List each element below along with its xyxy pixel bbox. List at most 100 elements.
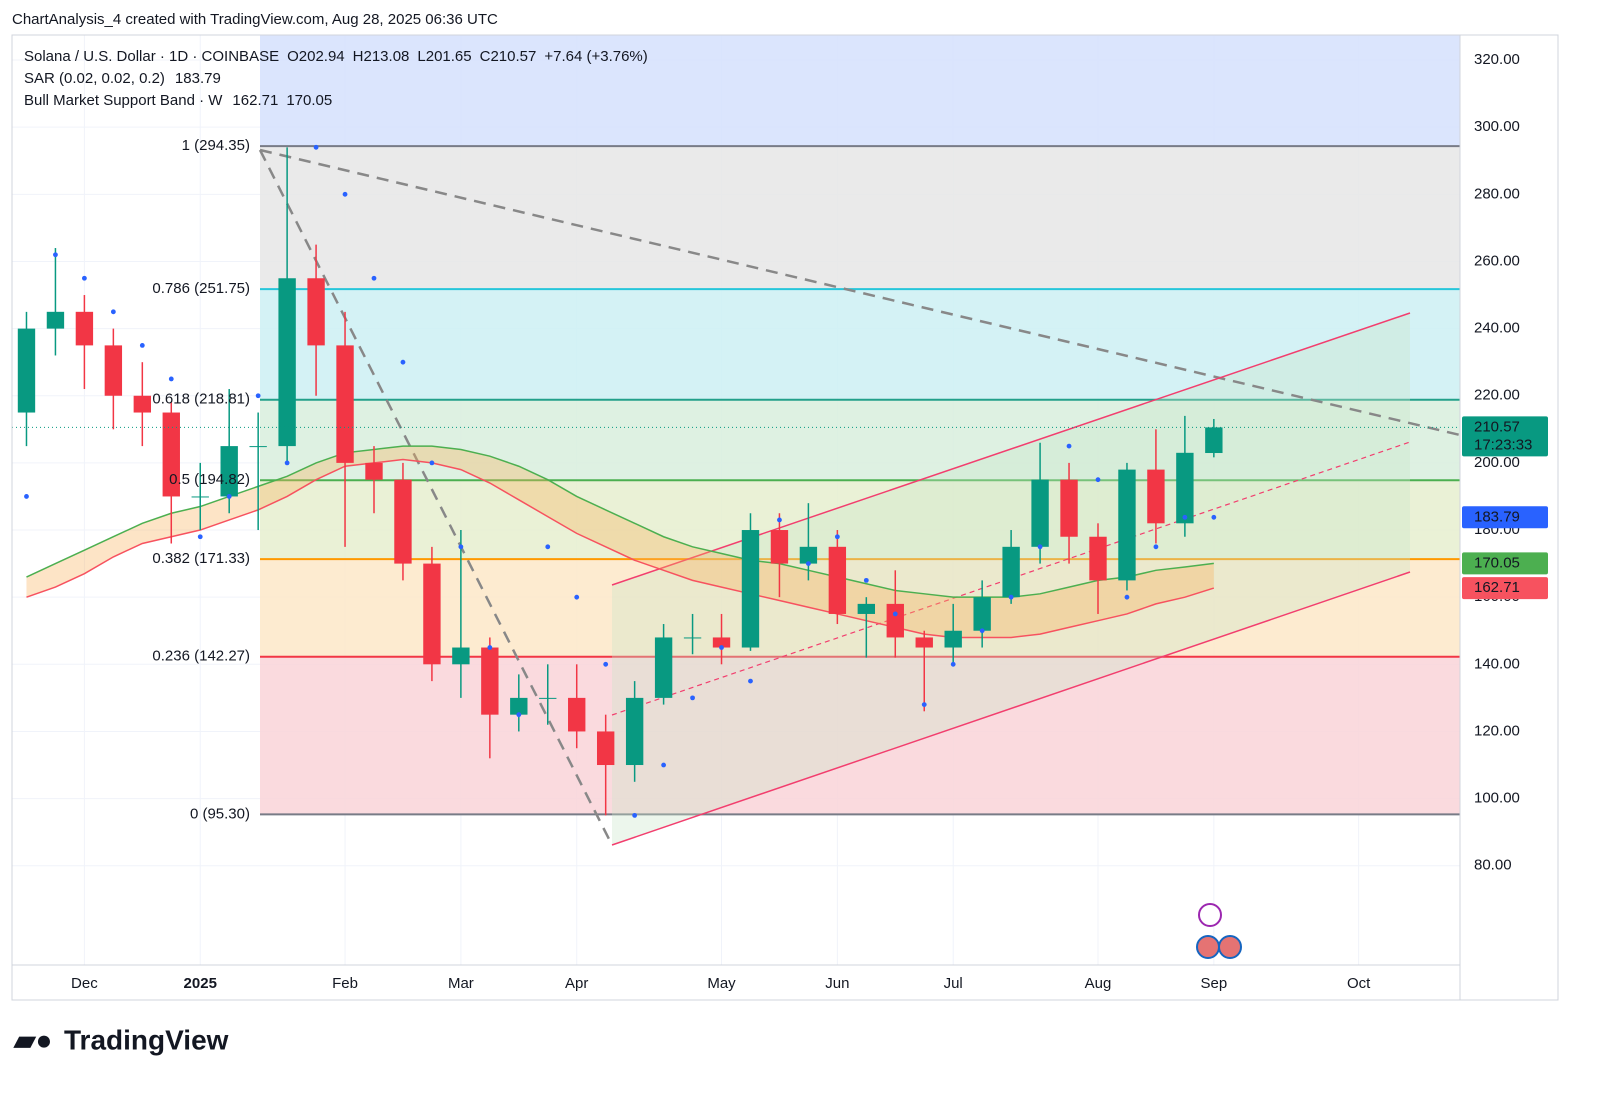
sar-dot xyxy=(892,611,898,617)
fib-zone xyxy=(260,399,1460,481)
event-icon[interactable] xyxy=(1218,935,1242,959)
sar-dot xyxy=(487,645,493,650)
fib-zone xyxy=(260,656,1460,815)
sar-dot xyxy=(226,494,232,499)
legend-text: O xyxy=(287,48,299,65)
sar-dot xyxy=(82,275,87,281)
candle-body xyxy=(336,345,354,463)
sar-dot xyxy=(979,628,985,634)
candle-body xyxy=(510,697,528,715)
candle-body xyxy=(944,630,962,648)
sar-dot xyxy=(168,376,174,382)
sar-dot xyxy=(834,534,840,540)
fib-label: 1 (294.35) xyxy=(182,137,250,154)
fib-zone xyxy=(260,289,1460,400)
sar-dot xyxy=(458,544,464,550)
candle-body xyxy=(683,637,702,639)
candle-body xyxy=(249,446,267,448)
y-tick-label: 200.00 xyxy=(1474,454,1520,471)
y-tick-label: 120.00 xyxy=(1474,722,1520,739)
band-fill xyxy=(26,446,1214,638)
candle-body xyxy=(828,546,847,614)
legend-text: 170.05 xyxy=(286,92,332,109)
sar-dot xyxy=(1153,544,1159,550)
brand-logo: ▰● xyxy=(13,1024,52,1055)
candle-body xyxy=(1089,536,1107,581)
candle-body xyxy=(1118,469,1136,581)
sar-dot xyxy=(110,309,116,315)
candle-body xyxy=(452,647,470,665)
legend-text: L xyxy=(417,48,425,65)
candle-body xyxy=(17,328,36,413)
sar-dot xyxy=(921,702,927,707)
legend-text: 183.79 xyxy=(175,70,221,87)
countdown: 17:23:33 xyxy=(1474,436,1532,453)
candle-body xyxy=(75,311,94,346)
legend-text: +7.64 (+3.76%) xyxy=(544,48,647,65)
legend-text: 201.65 xyxy=(426,48,472,65)
event-icon[interactable] xyxy=(1196,935,1220,959)
event-icon[interactable] xyxy=(1198,903,1222,927)
trend-line xyxy=(259,148,1461,437)
sar-dot xyxy=(748,678,753,684)
sar-dot xyxy=(53,252,58,258)
sar-dot xyxy=(661,762,666,768)
sar-dot xyxy=(1066,443,1072,449)
x-tick-label: May xyxy=(707,975,736,992)
sar-dot xyxy=(574,594,580,600)
candle-body xyxy=(1060,479,1078,537)
y-tick-label: 140.00 xyxy=(1474,655,1520,672)
price-badge-label: 210.57 xyxy=(1474,418,1520,435)
x-tick-label: Feb xyxy=(332,975,358,992)
y-tick-label: 260.00 xyxy=(1474,252,1520,269)
x-tick-label: Jul xyxy=(944,975,963,992)
brand: TradingView xyxy=(64,1024,229,1055)
x-tick-label: 2025 xyxy=(184,975,217,992)
sar-dot xyxy=(603,661,609,667)
sar-dot xyxy=(24,494,29,499)
sar-dot xyxy=(313,144,319,150)
sar-dot xyxy=(342,191,348,197)
candle-body xyxy=(915,637,933,648)
candle-body xyxy=(133,395,152,413)
sar-dot xyxy=(1008,594,1014,600)
candle-body xyxy=(770,530,789,564)
legend-text: 213.08 xyxy=(364,48,410,65)
sar-dot xyxy=(1037,544,1043,550)
legend-text: 202.94 xyxy=(299,48,345,65)
trend-line xyxy=(258,149,614,846)
y-tick-label: 280.00 xyxy=(1474,185,1520,202)
y-tick-label: 240.00 xyxy=(1474,320,1520,337)
candle-body xyxy=(1031,479,1049,547)
y-tick-label: 320.00 xyxy=(1474,51,1520,68)
background-layer xyxy=(12,35,1460,965)
candle-body xyxy=(1205,427,1223,454)
sar-dot xyxy=(400,359,406,365)
data-layer xyxy=(12,144,1460,818)
price-badge-label: 162.71 xyxy=(1474,579,1520,596)
sar-dot xyxy=(255,393,261,399)
y-tick-label: 220.00 xyxy=(1474,387,1520,404)
candle-body xyxy=(365,462,383,480)
sar-dot xyxy=(545,544,551,550)
legend-text: Solana / U.S. Dollar · 1D · COINBASE xyxy=(24,48,279,65)
price-badge xyxy=(1462,416,1548,457)
chart-frame xyxy=(11,34,1559,1001)
sar-dot xyxy=(1182,514,1188,520)
sar-dot xyxy=(1095,477,1101,483)
sar-dot xyxy=(719,645,724,650)
sar-dot xyxy=(1124,594,1130,600)
fib-label: 0.618 (218.81) xyxy=(152,391,250,408)
candle-body xyxy=(423,563,441,665)
fib-zone xyxy=(260,35,1460,147)
overlay-layer: 80.00100.00120.00140.00160.00180.00200.0… xyxy=(11,34,1559,1001)
legend-text: Bull Market Support Band · W xyxy=(24,92,223,109)
price-badge xyxy=(1462,577,1548,600)
y-tick-label: 80.00 xyxy=(1474,857,1512,874)
candle-body xyxy=(568,697,586,732)
fib-label: 0.786 (251.75) xyxy=(152,280,250,297)
sar-dot xyxy=(139,342,145,348)
